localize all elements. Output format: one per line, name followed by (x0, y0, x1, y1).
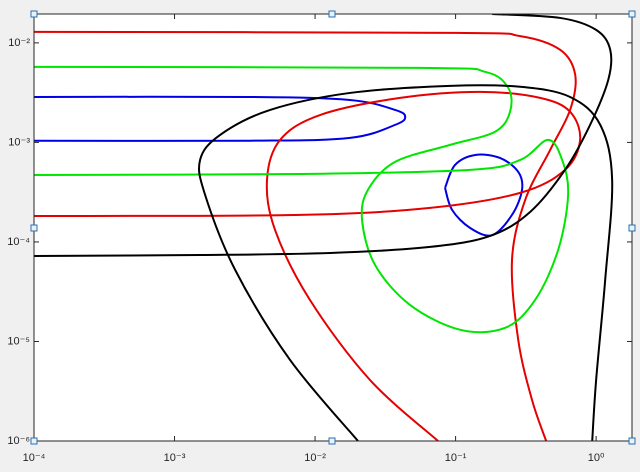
y-tick-label: 10⁻⁵ (7, 335, 30, 347)
y-tick-label: 10⁻⁶ (7, 435, 30, 447)
handle[interactable] (628, 437, 636, 445)
series-line (34, 65, 570, 334)
y-tick-label: 10⁻⁴ (7, 236, 30, 248)
series-line (34, 14, 613, 258)
handle[interactable] (328, 437, 336, 445)
series-line (34, 30, 577, 441)
x-tick-label: 10⁻⁴ (23, 452, 46, 464)
handle[interactable] (30, 224, 38, 232)
y-tick-label: 10⁻³ (8, 136, 30, 148)
handle[interactable] (628, 224, 636, 232)
x-tick-label: 10⁰ (588, 452, 605, 464)
handle[interactable] (30, 10, 38, 18)
series-line (34, 90, 582, 441)
selection-handles (30, 10, 636, 445)
series-line (197, 84, 614, 441)
handle[interactable] (30, 437, 38, 445)
handle[interactable] (328, 10, 336, 18)
plot-area (34, 14, 632, 441)
series-line (34, 95, 407, 142)
plot-marks (34, 14, 614, 441)
y-tick-label: 10⁻² (8, 37, 30, 49)
handle[interactable] (628, 10, 636, 18)
x-tick-label: 10⁻² (304, 452, 326, 464)
x-tick-label: 10⁻¹ (445, 452, 467, 464)
axes: 10⁻⁴ 10⁻³ 10⁻² 10⁻¹ 10⁰ 10⁻⁶ 10⁻⁵ 10⁻⁴ 10⁻³ 10⁻² (7, 14, 632, 464)
x-tick-label: 10⁻³ (164, 452, 186, 464)
series-line (444, 153, 524, 237)
